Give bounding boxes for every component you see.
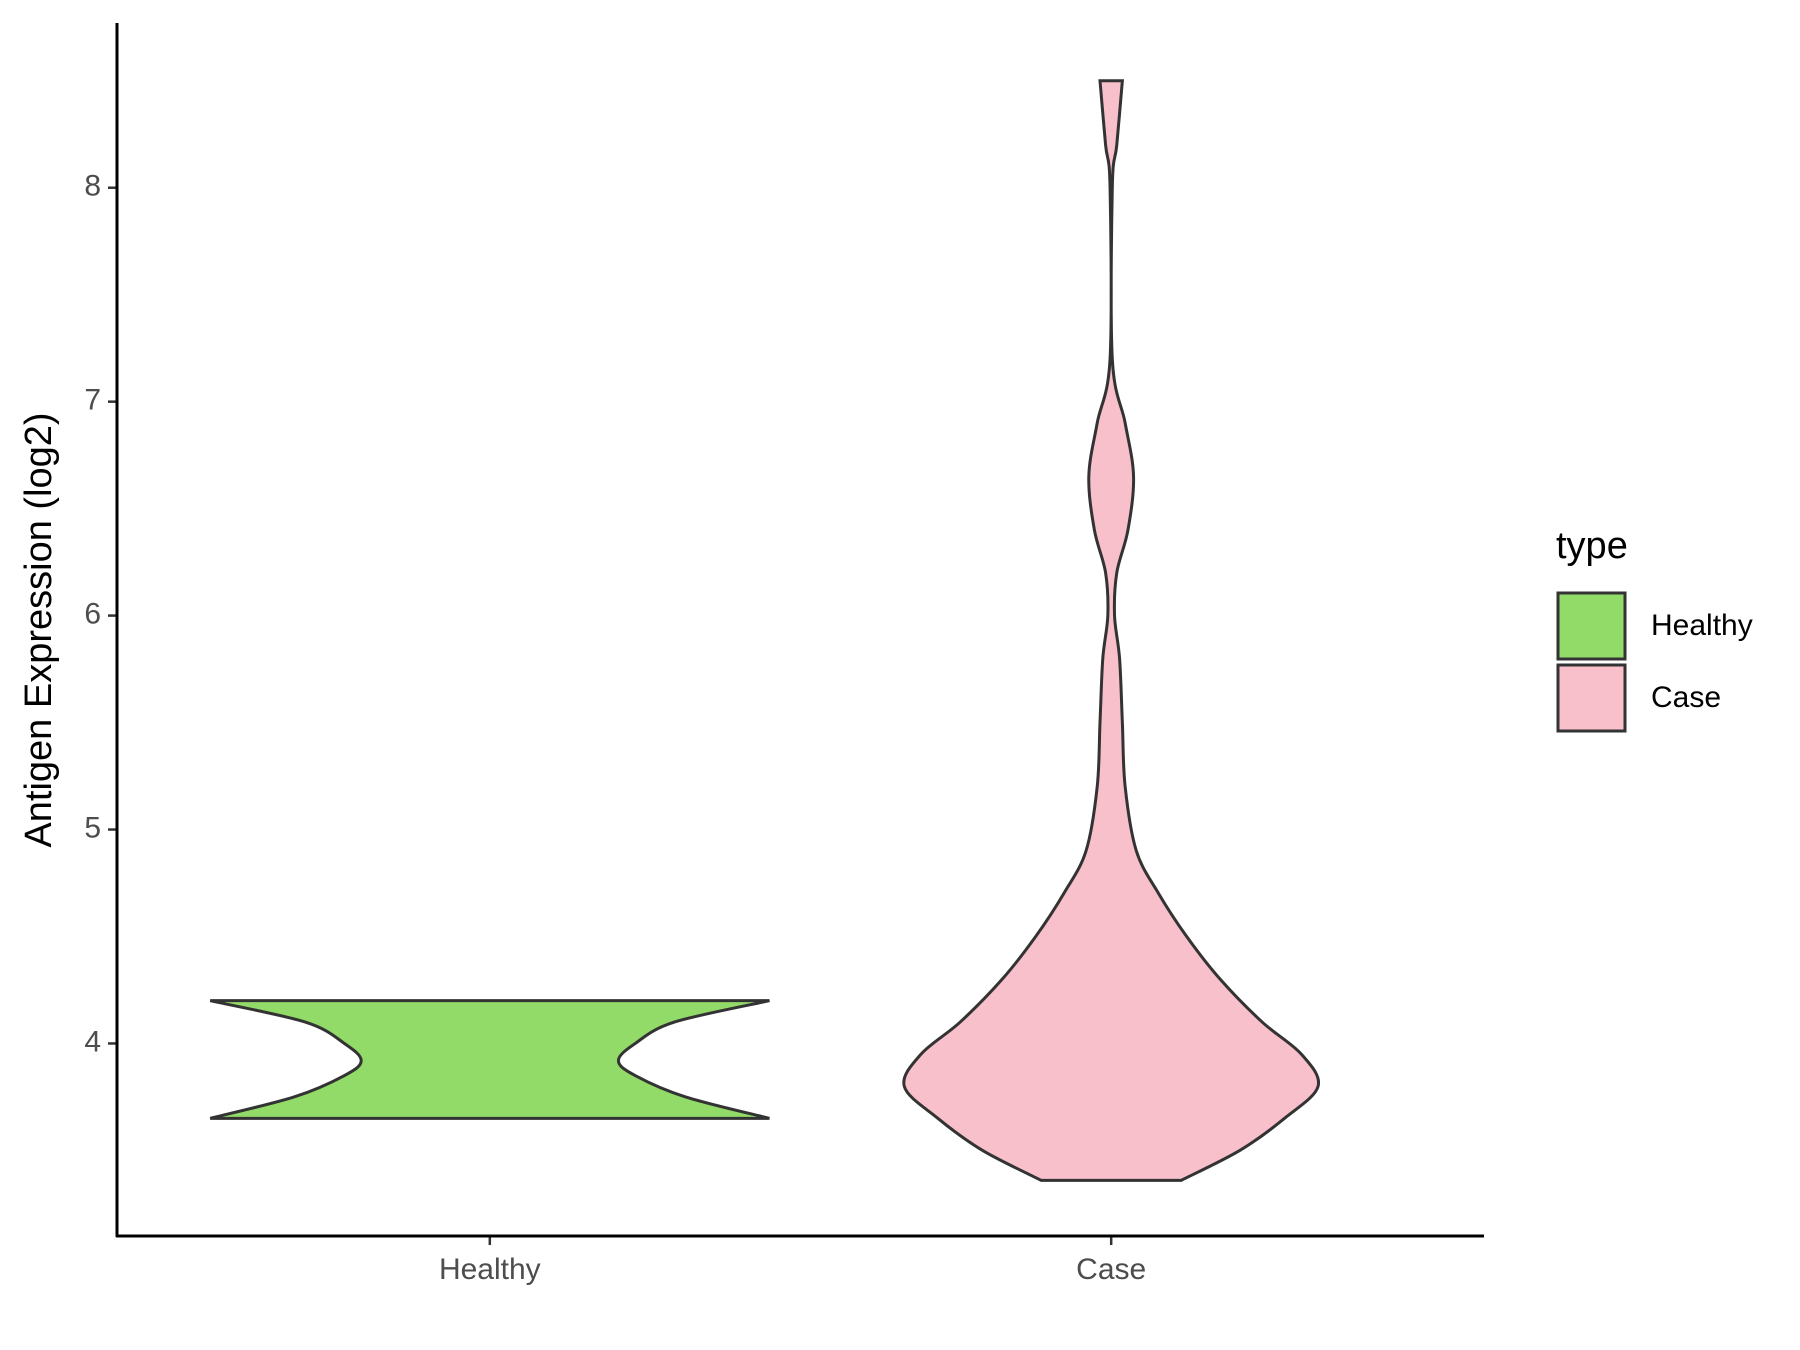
x-tick-label: Healthy — [439, 1253, 541, 1286]
y-tick-label: 5 — [84, 811, 101, 844]
legend-title: type — [1556, 525, 1628, 567]
y-tick-label: 6 — [84, 598, 101, 631]
legend-key — [1556, 663, 1627, 733]
violin — [902, 79, 1321, 1182]
legend-label: Case — [1651, 681, 1721, 714]
x-tick-label: Case — [1076, 1253, 1146, 1286]
legend-label: Healthy — [1651, 609, 1753, 642]
y-tick-label: 8 — [84, 170, 101, 203]
legend-key — [1556, 591, 1627, 661]
y-axis-title: Antigen Expression (log2) — [18, 412, 60, 847]
violin — [209, 999, 770, 1120]
y-tick-label: 4 — [84, 1025, 101, 1058]
y-tick-label: 7 — [84, 384, 101, 417]
